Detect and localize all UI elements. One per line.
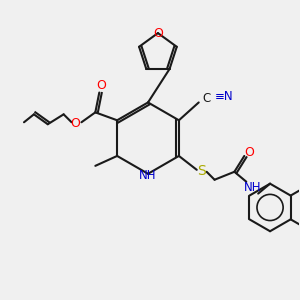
Text: O: O (96, 79, 106, 92)
Text: NH: NH (244, 181, 261, 194)
Text: C: C (202, 92, 211, 105)
Text: NH: NH (139, 169, 157, 182)
Text: S: S (197, 164, 206, 178)
Text: O: O (244, 146, 254, 160)
Text: O: O (153, 27, 163, 40)
Text: ≡N: ≡N (214, 90, 233, 103)
Text: O: O (70, 117, 80, 130)
